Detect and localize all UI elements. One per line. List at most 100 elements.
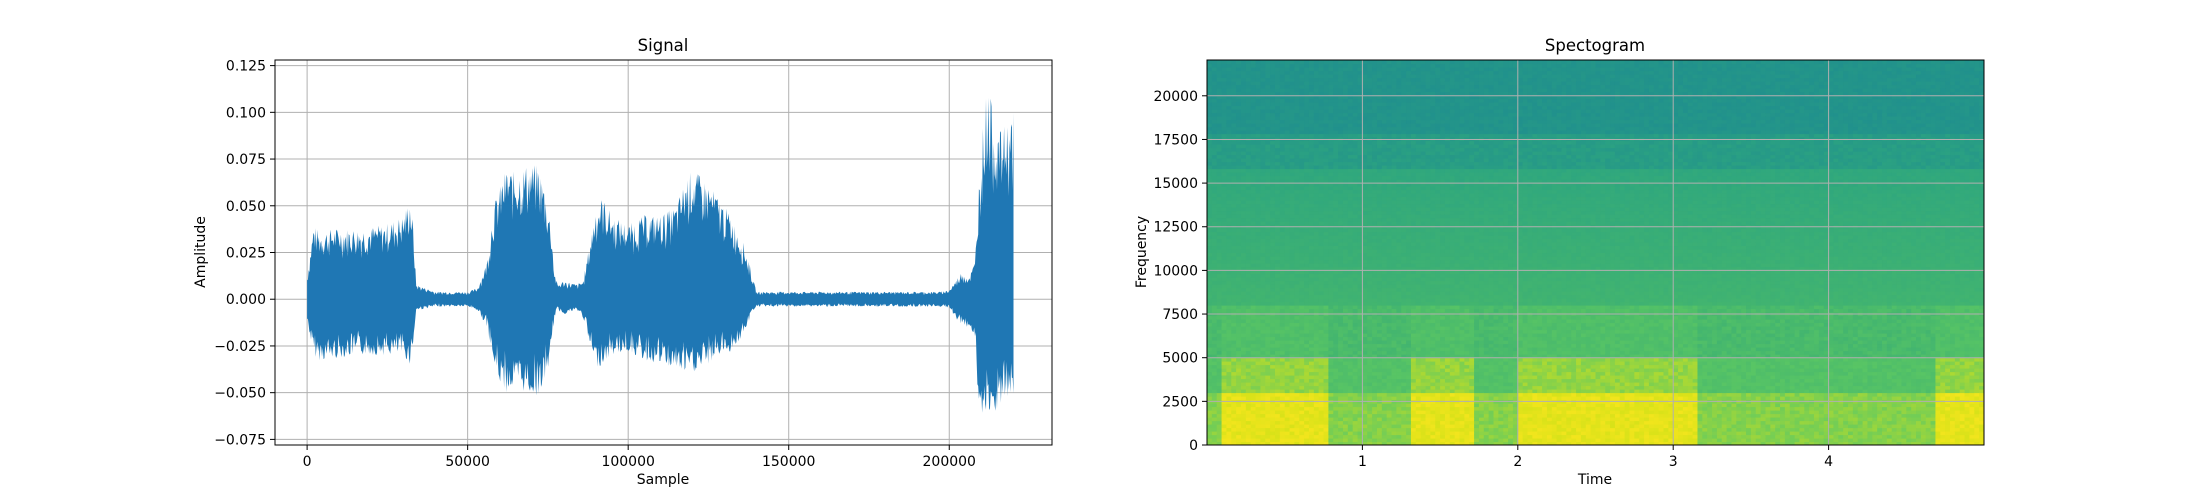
spectrogram-cell: [1256, 347, 1261, 351]
spectrogram-cell: [1222, 71, 1227, 75]
spectrogram-cell: [1207, 85, 1212, 89]
spectrogram-cell: [1275, 417, 1280, 421]
spectrogram-cell: [1270, 214, 1275, 218]
spectrogram-cell: [1411, 256, 1416, 260]
spectrogram-cell: [1270, 186, 1275, 190]
spectrogram-cell: [1416, 298, 1421, 302]
spectrogram-cell: [1309, 326, 1314, 330]
spectrogram-cell: [1260, 368, 1265, 372]
spectrogram-cell: [1392, 193, 1397, 197]
spectrogram-cell: [1260, 74, 1265, 78]
spectrogram-cell: [1309, 176, 1314, 180]
spectrogram-cell: [1406, 410, 1411, 414]
spectrogram-cell: [1382, 218, 1387, 222]
spectrogram-cell: [1285, 326, 1290, 330]
spectrogram-cell: [1222, 67, 1227, 71]
spectrogram-cell: [1396, 330, 1401, 334]
spectrogram-cell: [1396, 207, 1401, 211]
spectrogram-cell: [1367, 74, 1372, 78]
spectrogram-cell: [1231, 221, 1236, 225]
spectrogram-cell: [1265, 277, 1270, 281]
spectrogram-cell: [1280, 288, 1285, 292]
spectrogram-cell: [1353, 158, 1358, 162]
spectrogram-cell: [1314, 218, 1319, 222]
spectrogram-cell: [1401, 340, 1406, 344]
spectrogram-cell: [1338, 274, 1343, 278]
spectrogram-cell: [1212, 120, 1217, 124]
spectrogram-cell: [1241, 176, 1246, 180]
spectrogram-cell: [1222, 165, 1227, 169]
spectrogram-cell: [1348, 330, 1353, 334]
spectrogram-cell: [1343, 417, 1348, 421]
spectrogram-cell: [1207, 235, 1212, 239]
spectrogram-cell: [1401, 319, 1406, 323]
spectrogram-cell: [1319, 319, 1324, 323]
spectrogram-cell: [1207, 368, 1212, 372]
spectrogram-cell: [1421, 274, 1426, 278]
spectrogram-cell: [1280, 428, 1285, 432]
spectrogram-cell: [1217, 162, 1222, 166]
spectrogram-cell: [1260, 424, 1265, 428]
spectrogram-cell: [1367, 85, 1372, 89]
spectrogram-cell: [1382, 88, 1387, 92]
spectrogram-cell: [1280, 309, 1285, 313]
spectrogram-cell: [1304, 162, 1309, 166]
spectrogram-cell: [1401, 428, 1406, 432]
spectrogram-cell: [1256, 333, 1261, 337]
spectrogram-cell: [1265, 417, 1270, 421]
spectrogram-cell: [1387, 85, 1392, 89]
spectrogram-cell: [1309, 351, 1314, 355]
spectrogram-cell: [1406, 375, 1411, 379]
spectrogram-cell: [1333, 67, 1338, 71]
spectrogram-cell: [1304, 102, 1309, 106]
spectrogram-cell: [1367, 235, 1372, 239]
spectrogram-cell: [1217, 382, 1222, 386]
spectrogram-cell: [1246, 162, 1251, 166]
spectrogram-cell: [1387, 396, 1392, 400]
spectrogram-cell: [1246, 298, 1251, 302]
spectrogram-cell: [1212, 403, 1217, 407]
spectrogram-cell: [1260, 85, 1265, 89]
spectrogram-cell: [1217, 316, 1222, 320]
spectrogram-cell: [1328, 190, 1333, 194]
spectrogram-cell: [1260, 372, 1265, 376]
spectrogram-cell: [1377, 218, 1382, 222]
spectrogram-cell: [1304, 281, 1309, 285]
spectrogram-cell: [1256, 389, 1261, 393]
spectrogram-cell: [1392, 424, 1397, 428]
spectrogram-cell: [1226, 372, 1231, 376]
spectrogram-cell: [1396, 120, 1401, 124]
spectrogram-cell: [1377, 169, 1382, 173]
spectrogram-cell: [1411, 78, 1416, 82]
spectrogram-cell: [1265, 239, 1270, 243]
spectrogram-cell: [1294, 169, 1299, 173]
spectrogram-cell: [1231, 134, 1236, 138]
spectrogram-cell: [1406, 277, 1411, 281]
spectrogram-cell: [1256, 424, 1261, 428]
spectrogram-cell: [1294, 141, 1299, 145]
spectrogram-cell: [1421, 309, 1426, 313]
spectrogram-cell: [1382, 319, 1387, 323]
spectrogram-cell: [1324, 340, 1329, 344]
spectrogram-cell: [1416, 421, 1421, 425]
spectrogram-cell: [1290, 155, 1295, 159]
spectrogram-cell: [1207, 106, 1212, 110]
spectrogram-cell: [1275, 365, 1280, 369]
spectrogram-cell: [1275, 211, 1280, 215]
spectrogram-cell: [1382, 78, 1387, 82]
spectrogram-cell: [1353, 242, 1358, 246]
signal-y-tick-label: 0.075: [226, 152, 266, 168]
spectrogram-cell: [1416, 214, 1421, 218]
spectrogram-cell: [1299, 64, 1304, 68]
spectrogram-cell: [1280, 284, 1285, 288]
spectrogram-cell: [1304, 330, 1309, 334]
spectrogram-cell: [1217, 134, 1222, 138]
spectrogram-cell: [1275, 78, 1280, 82]
spectrogram-cell: [1285, 351, 1290, 355]
spectrogram-cell: [1280, 81, 1285, 85]
spectrogram-cell: [1387, 410, 1392, 414]
spectrogram-cell: [1270, 337, 1275, 341]
spectrogram-cell: [1343, 421, 1348, 425]
spectrogram-cell: [1217, 113, 1222, 117]
spectrogram-cell: [1411, 211, 1416, 215]
